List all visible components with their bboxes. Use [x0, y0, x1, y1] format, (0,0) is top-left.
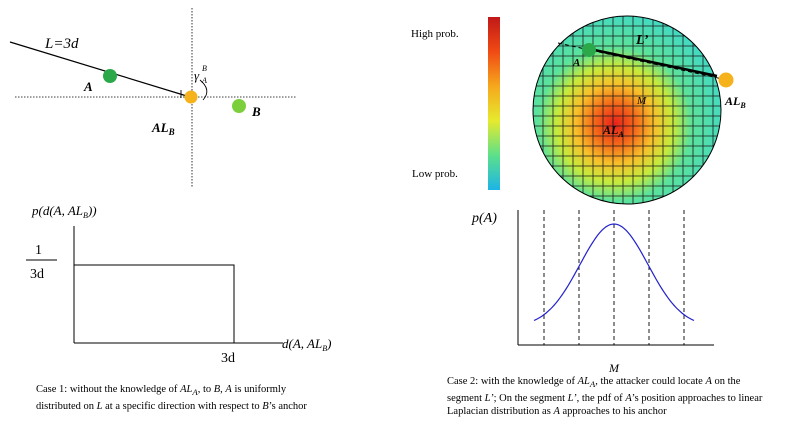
case2-cap-text-5: , the pdf of	[576, 392, 626, 404]
case1-xlabel: d(A, ALB)	[282, 336, 331, 353]
case2-cap-l2: L’	[567, 392, 577, 404]
case1-xtick-3d: 3d	[221, 351, 235, 366]
node-a	[103, 69, 117, 83]
center-ala-sub: A	[617, 130, 624, 139]
case1-top-diagram: L=3d A B ALB γ B A	[9, 8, 297, 187]
case2-cap-text-3: on the segment	[447, 376, 741, 404]
case2-node-a-label: A	[572, 57, 580, 69]
angle-symbol: γ	[194, 68, 200, 83]
anchor-label: ALB	[151, 120, 175, 137]
case1-pdf-plot: p(d(A, ALB)) 1 3d 3d d(A, ALB)	[26, 203, 331, 366]
case1-cap-al-sub: A	[192, 387, 198, 398]
case1-ylabel: p(d(A, ALB))	[31, 203, 97, 220]
case2-cap-a3: A	[553, 406, 560, 418]
case1-cap-al: AL	[180, 384, 193, 395]
frac-numerator: 1	[35, 243, 42, 258]
distribution-curve	[533, 223, 695, 322]
heatmap-border	[532, 15, 722, 205]
case2-cap-al: AL	[577, 376, 590, 387]
m-label: M	[636, 95, 647, 107]
case1-cap-text-1: Case 1: without the knowledge of	[36, 384, 181, 395]
case1-xlabel-main: d(A, AL	[282, 336, 322, 351]
case1-ylabel-end: ))	[87, 203, 97, 218]
case2-anchor-main: AL	[724, 94, 740, 108]
case2-cap-text-2: , the attacker could locate	[595, 376, 706, 387]
anchor-label-sub: B	[168, 127, 175, 137]
case2-heatmap: High prob. Low prob. L’ M A ALA ALB	[411, 15, 746, 205]
probability-colorbar	[488, 17, 500, 190]
high-prob-label: High prob.	[411, 28, 459, 40]
case2-cap-al-sub: A	[589, 379, 596, 390]
node-b	[232, 99, 246, 113]
segment-l	[9, 41, 191, 98]
case1-cap-b2: B	[262, 400, 269, 412]
frac-denominator: 3d	[30, 267, 44, 282]
low-prob-label: Low prob.	[412, 168, 458, 180]
case1-caption: Case 1: without the knowledge of ALA, to…	[36, 383, 326, 413]
angle-arc	[199, 79, 208, 101]
node-b-label: B	[251, 104, 261, 119]
case2-cap-text-4: ; On the segment	[493, 392, 568, 404]
case2-anchor-label: ALB	[724, 94, 746, 110]
node-a-label: A	[83, 79, 93, 94]
case1-xlabel-end: )	[326, 336, 331, 351]
case1-cap-l1: L	[96, 400, 103, 412]
case1-cap-a1: A	[225, 384, 232, 395]
center-ala-main: AL	[602, 123, 618, 137]
case2-cap-text-7: approaches to his anchor	[559, 406, 667, 418]
angle-sub: A	[201, 76, 207, 85]
case2-node-a	[582, 43, 596, 57]
case2-cap-text-1: Case 2: with the knowledge of	[447, 376, 578, 387]
case1-cap-b1: B	[213, 384, 221, 395]
case2-ylabel: p(A)	[471, 211, 497, 226]
case2-anchor-sub: B	[739, 101, 746, 110]
case2-pdf-plot: p(A) M	[471, 210, 714, 375]
case1-cap-text-5: at a specific direction with respect to	[102, 400, 263, 412]
case2-cap-a1: A	[705, 376, 712, 387]
case2-cap-l1: L’	[484, 392, 494, 404]
case1-cap-text-6: ’s anchor	[268, 400, 307, 412]
length-label: L=3d	[44, 36, 79, 52]
case2-caption: Case 2: with the knowledge of ALA, the a…	[447, 375, 777, 419]
anchor-alb	[184, 90, 198, 104]
anchor-label-main: AL	[151, 120, 169, 135]
case1-xlabel-sub: B	[322, 344, 327, 353]
angle-super: B	[202, 64, 207, 73]
uniform-pdf-box	[74, 264, 235, 343]
case1-cap-text-4: is uniformly distributed on	[36, 384, 287, 412]
case2-cap-a2: A	[625, 392, 632, 404]
case2-cap-text-6: ’s position approaches to linear Laplaci…	[447, 392, 763, 418]
case2-xtick-m: M	[608, 361, 620, 375]
case2-anchor-alb	[718, 72, 734, 88]
segment-l-prime	[584, 46, 718, 78]
heatmap-disk	[533, 16, 721, 204]
case1-ylabel-main: p(d(A, AL	[31, 203, 83, 218]
center-ala-label: ALA	[602, 123, 624, 139]
case1-cap-text-2: , to	[197, 384, 214, 395]
seg-l-prime-label: L’	[635, 33, 649, 48]
case1-cap-text-3: ,	[220, 384, 226, 395]
case1-ylabel-sub: B	[83, 211, 88, 220]
